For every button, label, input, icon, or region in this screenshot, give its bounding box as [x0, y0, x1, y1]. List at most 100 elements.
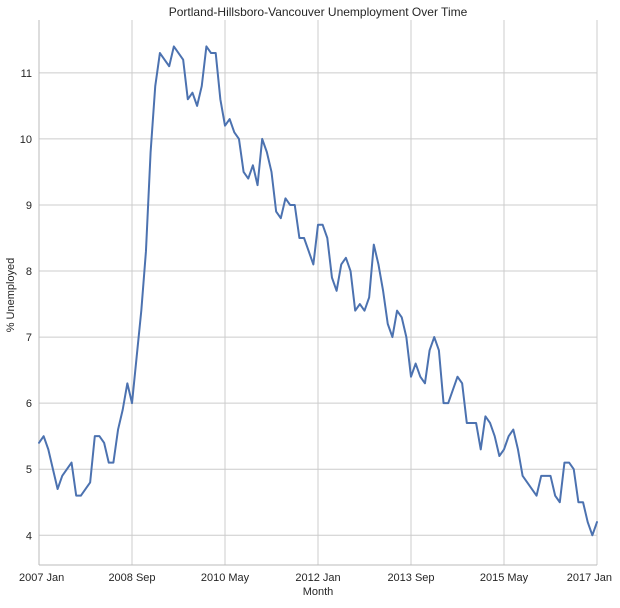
data-point: [424, 382, 426, 384]
data-point: [447, 402, 449, 404]
data-point: [257, 184, 259, 186]
data-point: [470, 422, 472, 424]
data-point: [247, 178, 249, 180]
data-point: [405, 336, 407, 338]
data-point: [173, 45, 175, 47]
data-point: [164, 59, 166, 61]
data-point: [43, 435, 45, 437]
y-tick-label: 11: [21, 68, 32, 80]
chart-title: Portland-Hillsboro-Vancouver Unemploymen…: [169, 5, 468, 19]
data-point: [178, 52, 180, 54]
data-point: [498, 455, 500, 457]
data-point: [71, 462, 73, 464]
y-tick-label: 5: [26, 464, 32, 476]
data-point: [215, 52, 217, 54]
x-tick-label: 2013 Sep: [387, 572, 434, 584]
data-point: [266, 151, 268, 153]
data-point: [289, 204, 291, 206]
data-point: [150, 151, 152, 153]
data-point: [117, 429, 119, 431]
data-point: [275, 211, 277, 213]
data-point: [182, 59, 184, 61]
data-point: [336, 290, 338, 292]
y-tick-label: 7: [26, 332, 32, 344]
x-tick-label: 2015 May: [480, 572, 529, 584]
y-tick-label: 10: [20, 134, 32, 146]
data-point: [308, 250, 310, 252]
data-point: [294, 204, 296, 206]
data-point: [554, 495, 556, 497]
data-point: [550, 475, 552, 477]
data-point: [508, 435, 510, 437]
data-point: [582, 501, 584, 503]
data-point: [350, 270, 352, 272]
data-point: [443, 402, 445, 404]
data-point: [61, 475, 63, 477]
data-point: [47, 448, 49, 450]
series-line: [38, 45, 598, 537]
data-point: [364, 310, 366, 312]
data-point: [526, 481, 528, 483]
data-point: [545, 475, 547, 477]
y-tick-label: 4: [26, 530, 32, 542]
data-point: [540, 475, 542, 477]
y-tick-label: 6: [26, 398, 32, 410]
data-point: [345, 257, 347, 259]
data-point: [517, 448, 519, 450]
data-point: [377, 263, 379, 265]
data-point: [503, 448, 505, 450]
x-axis-label: Month: [303, 586, 334, 598]
data-point: [75, 495, 77, 497]
data-point: [140, 310, 142, 312]
data-point: [191, 92, 193, 94]
y-tick-label: 8: [26, 266, 32, 278]
data-point: [373, 244, 375, 246]
data-point: [461, 382, 463, 384]
data-point: [563, 462, 565, 464]
data-point: [396, 310, 398, 312]
data-point: [108, 462, 110, 464]
grid-layer: [38, 20, 598, 565]
data-point: [312, 263, 314, 265]
data-point: [573, 468, 575, 470]
data-point: [568, 462, 570, 464]
data-point: [387, 323, 389, 325]
data-point: [219, 98, 221, 100]
y-axis-label: % Unemployed: [5, 258, 17, 333]
data-point: [317, 224, 319, 226]
data-point: [415, 363, 417, 365]
data-point: [475, 422, 477, 424]
data-point: [154, 85, 156, 87]
data-point: [52, 468, 54, 470]
data-point: [484, 415, 486, 417]
data-point: [187, 98, 189, 100]
data-point: [340, 263, 342, 265]
data-point: [201, 85, 203, 87]
data-point: [382, 290, 384, 292]
data-point: [252, 164, 254, 166]
data-point: [596, 521, 598, 523]
data-point: [591, 534, 593, 536]
data-point: [438, 349, 440, 351]
data-point: [559, 501, 561, 503]
data-point: [89, 481, 91, 483]
data-point: [522, 475, 524, 477]
data-point: [354, 310, 356, 312]
data-point: [224, 125, 226, 127]
data-point: [419, 376, 421, 378]
data-point: [322, 224, 324, 226]
data-point: [145, 250, 147, 252]
data-point: [466, 422, 468, 424]
data-point: [159, 52, 161, 54]
data-point: [243, 171, 245, 173]
data-point: [168, 65, 170, 67]
data-point: [94, 435, 96, 437]
data-point: [57, 488, 59, 490]
data-point: [103, 442, 105, 444]
data-point: [531, 488, 533, 490]
data-point: [536, 495, 538, 497]
data-point: [136, 356, 138, 358]
data-point: [433, 336, 435, 338]
